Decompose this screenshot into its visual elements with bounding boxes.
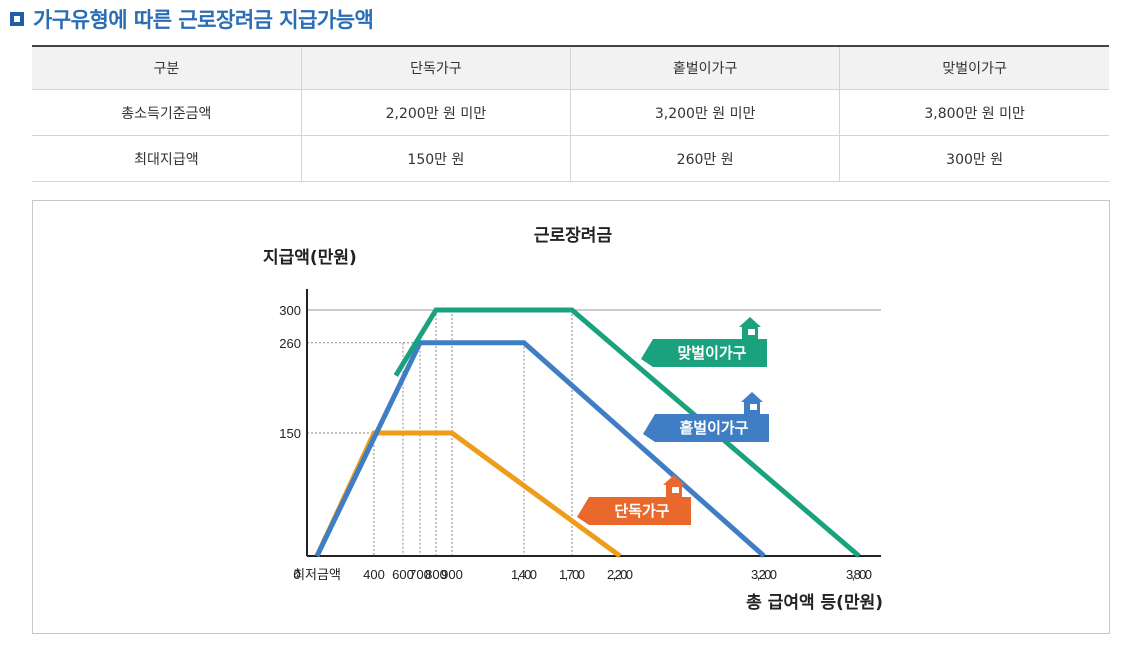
legend-tag — [577, 497, 691, 525]
x-tick-label: 700 — [409, 567, 431, 582]
table-row: 최대지급액 150만 원 260만 원 300만 원 — [32, 135, 1109, 182]
table-cell: 3,200만 원 미만 — [569, 89, 840, 136]
house-icon — [663, 475, 685, 497]
x-tick-label: 900 — [441, 567, 463, 582]
x-tick-label: 1,700 — [559, 567, 585, 582]
square-bullet-icon — [10, 12, 24, 26]
y-tick-label: 150 — [279, 426, 301, 441]
table-cell: 최대지급액 — [32, 135, 302, 182]
chart-panel: 근로장려금 지급액(만원) 총 급여액 등(만원) 단독가구 홑벌이가구 맞벌이가구… — [32, 200, 1110, 634]
legend-label: 단독가구 — [614, 502, 669, 520]
header-cell: 홑벌이가구 — [569, 46, 840, 90]
x-tick-label: 0 — [293, 567, 300, 582]
table-cell: 2,200만 원 미만 — [300, 89, 571, 136]
table-cell: 300만 원 — [839, 135, 1109, 182]
chart-title: 근로장려금 — [534, 226, 613, 246]
header-cell: 단독가구 — [300, 46, 571, 90]
x-axis-title: 총 급여액 등(만원) — [746, 593, 883, 613]
x-tick-label: 3,200 — [751, 567, 777, 582]
table-row: 총소득기준금액 2,200만 원 미만 3,200만 원 미만 3,800만 원… — [32, 89, 1109, 136]
x-tick-label: 최저금액 — [293, 567, 341, 582]
series-line — [314, 430, 622, 559]
header-cell: 맞벌이가구 — [839, 46, 1109, 90]
eligibility-table: 구분 단독가구 홑벌이가구 맞벌이가구 총소득기준금액 2,200만 원 미만 … — [32, 45, 1109, 182]
table-cell: 260만 원 — [569, 135, 840, 182]
legend-label: 맞벌이가구 — [677, 344, 746, 362]
header-cell: 구분 — [32, 46, 302, 90]
house-window-icon — [750, 404, 757, 410]
section-title: 가구유형에 따른 근로장려금 지급가능액 — [33, 8, 374, 32]
table-cell: 총소득기준금액 — [32, 89, 302, 136]
x-tick-label: 3,800 — [846, 567, 872, 582]
table-cell: 150만 원 — [300, 135, 571, 182]
section-heading: 가구유형에 따른 근로장려금 지급가능액 — [10, 5, 374, 33]
chart-svg: 근로장려금 지급액(만원) 총 급여액 등(만원) 단독가구 홑벌이가구 맞벌이가구… — [263, 226, 883, 613]
table-header-row: 구분 단독가구 홑벌이가구 맞벌이가구 — [32, 46, 1109, 90]
x-tick-label: 2,200 — [607, 567, 633, 582]
series-line — [314, 340, 766, 558]
x-tick-label: 1,400 — [511, 567, 537, 582]
y-axis-title: 지급액(만원) — [263, 248, 357, 268]
x-tick-label: 400 — [363, 567, 385, 582]
house-icon — [741, 392, 763, 414]
legend-tag — [641, 339, 767, 367]
legend-label: 홑벌이가구 — [679, 419, 748, 437]
y-tick-label: 300 — [279, 303, 301, 318]
legend-tag — [643, 414, 769, 442]
x-tick-label: 800 — [425, 567, 447, 582]
house-icon — [739, 317, 761, 339]
table-cell: 3,800만 원 미만 — [839, 89, 1109, 136]
y-tick-label: 260 — [279, 336, 301, 351]
house-window-icon — [748, 329, 755, 335]
house-window-icon — [672, 487, 679, 493]
x-tick-label: 600 — [392, 567, 414, 582]
